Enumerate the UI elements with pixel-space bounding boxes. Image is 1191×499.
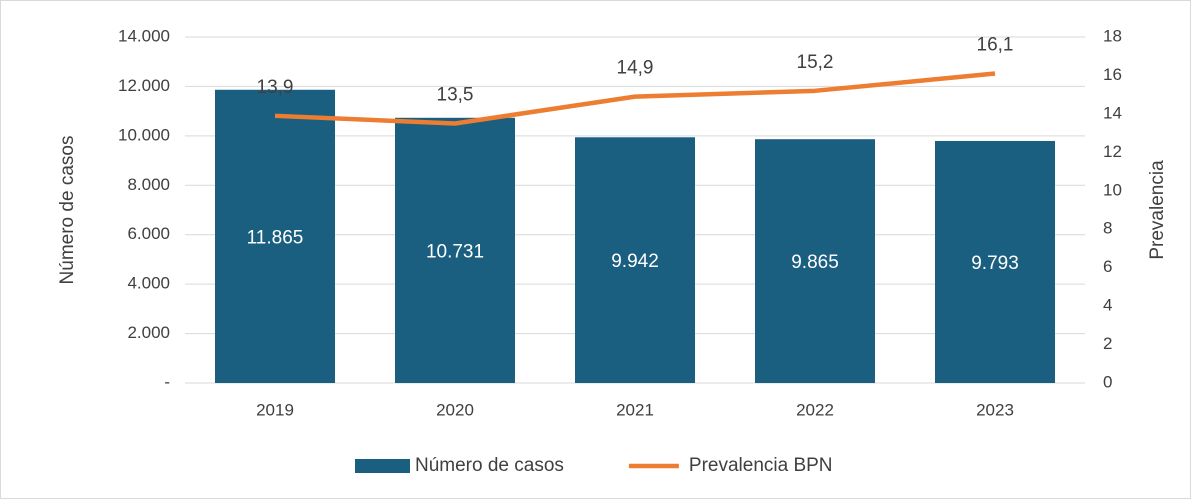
legend-swatch	[355, 459, 410, 473]
bar-value-label: 11.865	[247, 227, 304, 248]
bar-value-label: 10.731	[426, 241, 484, 262]
y2-tick-label: 10	[1103, 180, 1122, 199]
bar	[935, 140, 1055, 383]
y2-tick-label: 12	[1103, 142, 1122, 161]
y2-tick-label: 6	[1103, 257, 1112, 276]
y-tick-label: 2.000	[127, 323, 170, 342]
line-value-label: 15,2	[797, 52, 834, 73]
y2-tick-label: 8	[1103, 219, 1112, 238]
bar-value-label: 9.942	[611, 251, 659, 272]
y2-tick-label: 0	[1103, 372, 1112, 391]
line-value-label: 13,9	[257, 77, 294, 98]
bar	[755, 139, 875, 383]
y2-tick-label: 4	[1103, 296, 1112, 315]
y-tick-label: 14.000	[118, 26, 170, 45]
y2-tick-label: 18	[1103, 26, 1122, 45]
line-value-label: 14,9	[617, 58, 654, 79]
x-tick-label: 2019	[256, 400, 294, 419]
bar-value-label: 9.793	[971, 253, 1019, 274]
bar	[575, 137, 695, 383]
x-tick-label: 2022	[796, 400, 834, 419]
y-tick-label: -	[164, 372, 170, 391]
x-tick-label: 2023	[976, 400, 1014, 419]
y-axis-title: Número de casos	[57, 136, 78, 285]
y-tick-label: 8.000	[127, 175, 170, 194]
y-tick-label: 12.000	[118, 76, 170, 95]
x-tick-label: 2021	[616, 400, 654, 419]
y-tick-label: 6.000	[127, 224, 170, 243]
y2-tick-label: 14	[1103, 103, 1122, 122]
y-tick-label: 4.000	[127, 274, 170, 293]
legend-label: Prevalencia BPN	[689, 455, 833, 476]
bar-value-label: 9.865	[791, 252, 839, 273]
line-value-label: 13,5	[437, 85, 474, 106]
y2-tick-label: 16	[1103, 65, 1122, 84]
bar	[395, 117, 515, 383]
y2-tick-label: 2	[1103, 334, 1112, 353]
y2-axis-title: Prevalencia	[1147, 160, 1168, 260]
bar	[215, 89, 335, 383]
y-tick-label: 10.000	[118, 125, 170, 144]
x-tick-label: 2020	[436, 400, 474, 419]
line-value-label: 16,1	[977, 35, 1014, 56]
legend-label: Número de casos	[415, 455, 564, 476]
line	[274, 71, 996, 126]
